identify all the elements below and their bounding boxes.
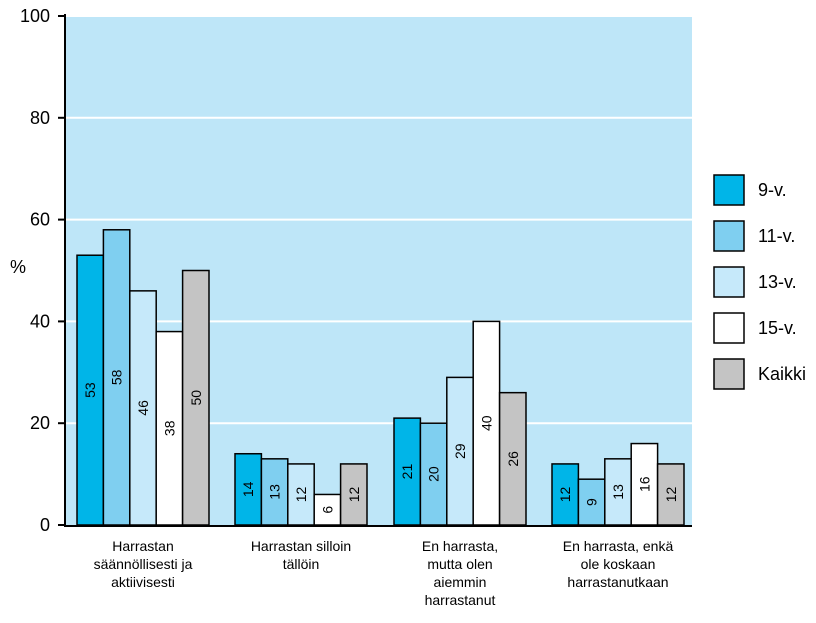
legend-label: 15-v. [758, 318, 797, 338]
bar [76, 254, 105, 526]
y-axis-ticks: 0 20 40 60 80 100 [20, 6, 65, 535]
category-label: aktiivisesti [111, 574, 175, 590]
data-label: 53 [82, 382, 98, 398]
category-label: tällöin [283, 556, 320, 572]
data-label: 13 [267, 484, 283, 500]
data-label: 14 [240, 481, 256, 497]
bar [102, 229, 131, 526]
data-label: 9 [584, 498, 600, 506]
data-label: 13 [610, 484, 626, 500]
legend-label: 9-v. [758, 180, 787, 200]
legend-label: 13-v. [758, 272, 797, 292]
data-label: 6 [319, 506, 335, 514]
y-tick-label: 40 [30, 311, 50, 331]
legend-swatch [713, 312, 745, 344]
data-label: 16 [636, 476, 652, 492]
category-label: ole koskaan [581, 556, 656, 572]
data-label: 20 [426, 466, 442, 482]
bar [260, 458, 289, 526]
category-label: En harrasta, [422, 538, 498, 554]
legend-label: 11-v. [758, 226, 795, 246]
y-tick-label: 0 [40, 515, 50, 535]
legend-swatch [713, 266, 745, 298]
data-label: 12 [293, 486, 309, 502]
bars: 53 14 21 12 58 13 20 9 46 12 29 13 38 6 40 16 50 12 26 12 [76, 229, 685, 526]
data-label: 29 [452, 443, 468, 459]
bar [630, 442, 659, 526]
data-label: 38 [161, 420, 177, 436]
legend-swatch [713, 220, 745, 252]
bar [339, 463, 368, 526]
bar [498, 391, 527, 526]
category-label: Harrastan [112, 538, 173, 554]
y-tick-label: 80 [30, 108, 50, 128]
bar [155, 330, 184, 526]
y-tick-label: 100 [20, 6, 50, 26]
category-label: mutta olen [427, 556, 492, 572]
category-label: harrastanutkaan [567, 574, 668, 590]
category-label: Harrastan silloin [251, 538, 351, 554]
legend: 9-v. 11-v. 13-v. 15-v. Kaikki [713, 174, 806, 390]
data-label: 46 [135, 400, 151, 416]
y-tick-label: 60 [30, 210, 50, 230]
data-label: 50 [188, 390, 204, 406]
legend-label: Kaikki [758, 364, 806, 384]
data-label: 21 [399, 464, 415, 480]
y-axis-label: % [10, 257, 26, 277]
bar [181, 269, 210, 526]
legend-swatch [713, 174, 745, 206]
data-label: 40 [478, 415, 494, 431]
category-label: säännöllisesti ja [94, 556, 193, 572]
data-label: 26 [505, 451, 521, 467]
legend-swatch [713, 358, 745, 390]
data-label: 12 [346, 486, 362, 502]
data-label: 58 [109, 369, 125, 385]
y-tick-label: 20 [30, 413, 50, 433]
category-label: En harrasta, enkä [563, 538, 674, 554]
category-label: aiemmin [434, 574, 487, 590]
category-label: harrastanut [425, 592, 496, 608]
data-label: 12 [557, 486, 573, 502]
category-labels: Harrastan säännöllisesti ja aktiivisesti Ha… [94, 538, 674, 608]
data-label: 12 [663, 486, 679, 502]
